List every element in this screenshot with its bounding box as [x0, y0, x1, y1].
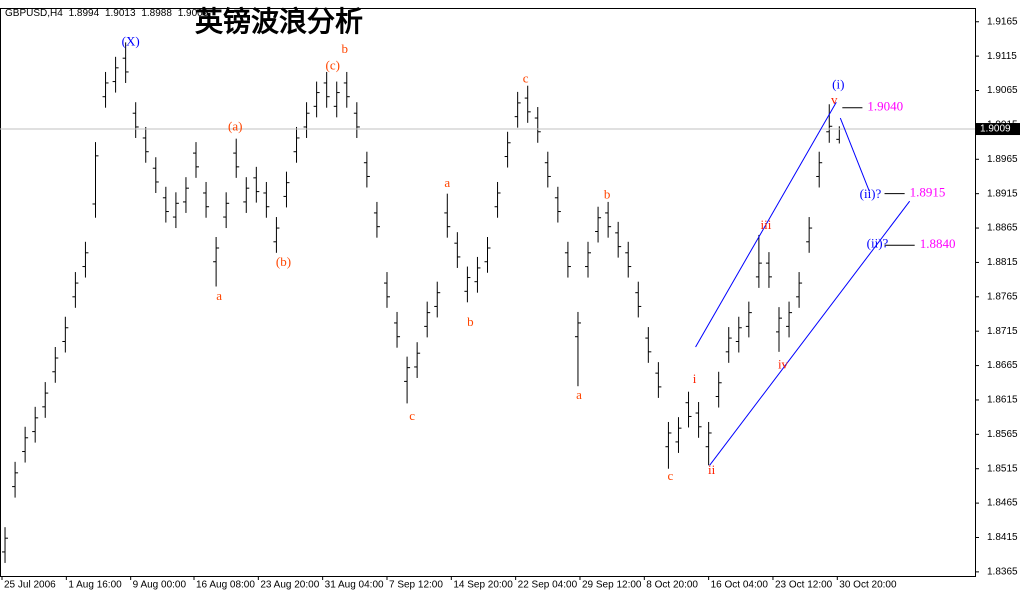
- wave-label: a: [216, 288, 222, 303]
- wave-label: (ii)?: [860, 186, 882, 201]
- wave-label: c: [523, 71, 529, 86]
- wave-label: c: [668, 468, 674, 483]
- x-tick-label: 29 Sep 12:00: [582, 580, 642, 591]
- wave-label: ii: [708, 462, 716, 477]
- y-tick-label: 1.8665: [987, 360, 1018, 371]
- wave-label: b: [604, 187, 611, 202]
- wave-label: b: [342, 41, 349, 56]
- wave-label: iii: [761, 217, 772, 232]
- x-tick-label: 8 Oct 20:00: [646, 580, 698, 591]
- y-tick-label: 1.8365: [987, 567, 1018, 578]
- wave-label: b: [467, 314, 474, 329]
- wave-label: a: [444, 175, 450, 190]
- target-label: 1.8915: [910, 185, 946, 200]
- wave-label: (ii)?: [867, 236, 889, 251]
- wave-label: (i): [832, 77, 844, 92]
- x-tick-label: 16 Oct 04:00: [711, 580, 769, 591]
- y-tick-label: 1.8965: [987, 154, 1018, 165]
- y-tick-label: 1.8415: [987, 532, 1018, 543]
- y-tick-label: 1.8515: [987, 463, 1018, 474]
- header-open: 1.8994: [69, 8, 100, 19]
- x-tick-label: 30 Oct 20:00: [839, 580, 897, 591]
- y-tick-label: 1.8815: [987, 257, 1018, 268]
- x-tick-label: 25 Jul 2006: [4, 580, 56, 591]
- target-label: 1.9040: [867, 99, 903, 114]
- wave-label: iv: [778, 357, 789, 372]
- x-tick-label: 23 Aug 20:00: [260, 580, 319, 591]
- wave-label: c: [409, 408, 415, 423]
- y-tick-label: 1.9115: [987, 51, 1017, 62]
- target-label: 1.8840: [920, 236, 956, 251]
- y-tick-label: 1.8465: [987, 498, 1018, 509]
- wave-label: (c): [325, 57, 339, 72]
- chart-title: 英镑波浪分析: [195, 5, 363, 38]
- trend-line: [709, 200, 911, 466]
- x-tick-label: 16 Aug 08:00: [196, 580, 255, 591]
- y-tick-label: 1.8615: [987, 395, 1018, 406]
- x-tick-label: 9 Aug 00:00: [133, 580, 187, 591]
- wave-label: v: [831, 92, 838, 107]
- wave-label: (a): [228, 119, 242, 134]
- wave-label: i: [693, 371, 697, 386]
- header-low: 1.8988: [141, 8, 172, 19]
- x-tick-label: 1 Aug 16:00: [68, 580, 122, 591]
- header-high: 1.9013: [105, 8, 136, 19]
- plot-frame: [0, 8, 976, 577]
- y-tick-label: 1.8765: [987, 291, 1018, 302]
- wave-label: a: [576, 387, 582, 402]
- trend-line: [695, 101, 837, 348]
- wave-label: (X): [122, 33, 140, 48]
- chart-header: GBPUSD,H4 1.8994 1.9013 1.8988 1.9009: [5, 8, 209, 19]
- wave-label: (b): [276, 254, 291, 269]
- y-tick-label: 1.9165: [987, 16, 1018, 27]
- x-tick-label: 31 Aug 04:00: [325, 580, 384, 591]
- y-tick-label: 1.8565: [987, 429, 1018, 440]
- current-price-box: [976, 123, 1020, 136]
- header-close: 1.9009: [178, 8, 209, 19]
- y-tick-label: 1.9065: [987, 85, 1018, 96]
- x-tick-label: 22 Sep 04:00: [518, 580, 578, 591]
- trend-line: [839, 117, 870, 192]
- y-tick-label: 1.8715: [987, 326, 1018, 337]
- symbol: GBPUSD,H4: [5, 8, 63, 19]
- x-tick-label: 7 Sep 12:00: [389, 580, 443, 591]
- current-price-label: 1.9009: [980, 124, 1011, 135]
- y-tick-label: 1.8915: [987, 188, 1018, 199]
- y-tick-label: 1.8865: [987, 223, 1018, 234]
- x-tick-label: 14 Sep 20:00: [453, 580, 513, 591]
- x-tick-label: 23 Oct 12:00: [775, 580, 833, 591]
